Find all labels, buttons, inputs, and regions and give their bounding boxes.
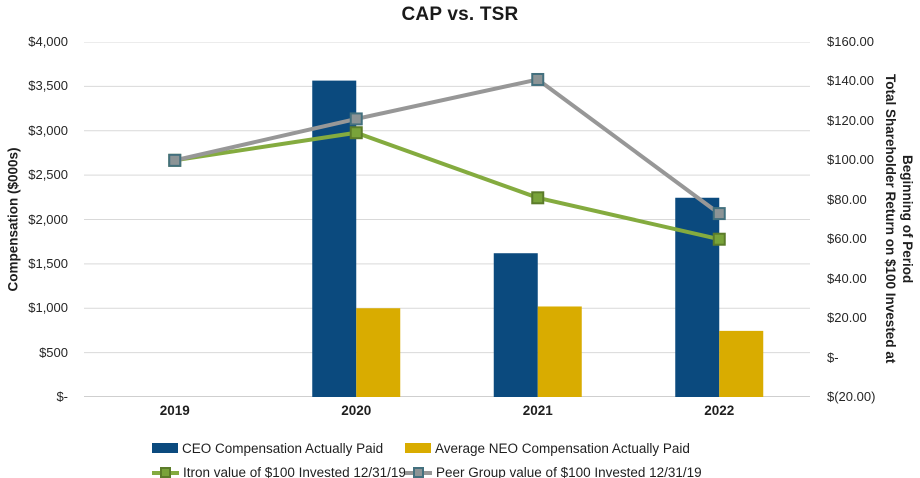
x-axis-label-2020: 2020 bbox=[341, 403, 372, 418]
legend-line-swatch-icon bbox=[405, 466, 432, 478]
right-axis-tick: $160.00 bbox=[827, 34, 874, 49]
left-axis-tick: $4,000 bbox=[28, 34, 68, 49]
chart-title: CAP vs. TSR bbox=[401, 4, 519, 25]
left-axis-tick: $2,000 bbox=[28, 211, 68, 227]
legend-marker-icon bbox=[413, 466, 424, 478]
legend-label: Itron value of $100 Invested 12/31/19 bbox=[183, 464, 406, 478]
right-axis-tick: $140.00 bbox=[827, 73, 874, 89]
marker-peer-2019 bbox=[168, 153, 182, 167]
bar-neo-2021 bbox=[537, 306, 582, 397]
legend-item-ceo: CEO Compensation Actually Paid bbox=[152, 441, 405, 456]
left-axis-tick: $3,000 bbox=[28, 122, 68, 138]
legend-bar-swatch-icon bbox=[405, 443, 431, 453]
legend-item-itron: Itron value of $100 Invested 12/31/19 bbox=[152, 464, 406, 478]
marker-itron-2022 bbox=[712, 232, 726, 246]
right-axis-tick: $100.00 bbox=[827, 152, 874, 168]
marker-peer-2022 bbox=[712, 207, 726, 221]
right-axis-ticks: $160.00 $140.00 $120.00 $100.00 $80.00 $60.00… bbox=[827, 34, 897, 404]
left-axis-tick: $- bbox=[56, 389, 68, 404]
legend: CEO Compensation Actually Paid Average NE… bbox=[152, 436, 702, 478]
legend-line-swatch-icon bbox=[152, 466, 179, 478]
marker-peer-2021 bbox=[531, 72, 545, 86]
bar-neo-2022 bbox=[719, 330, 764, 397]
right-axis-tick: $120.00 bbox=[827, 112, 874, 128]
left-axis-tick: $1,500 bbox=[28, 255, 68, 271]
right-axis-tick: $60.00 bbox=[827, 231, 867, 247]
bar-ceo-2022 bbox=[675, 197, 720, 397]
left-axis-tick: $2,500 bbox=[28, 167, 68, 183]
legend-label: Average NEO Compensation Actually Paid bbox=[435, 440, 690, 456]
right-axis-tick: $20.00 bbox=[827, 310, 867, 326]
marker-itron-2020 bbox=[349, 126, 363, 140]
right-axis-tick: $(20.00) bbox=[827, 389, 876, 404]
legend-label: Peer Group value of $100 Invested 12/31/… bbox=[436, 464, 702, 478]
left-axis-tick: $3,500 bbox=[28, 78, 68, 94]
right-axis-title-line2: Beginning of Period bbox=[900, 154, 915, 284]
right-axis-tick: $40.00 bbox=[827, 270, 867, 286]
left-axis-tick: $500 bbox=[39, 344, 68, 360]
legend-item-peer: Peer Group value of $100 Invested 12/31/… bbox=[405, 465, 702, 478]
marker-itron-2021 bbox=[531, 191, 545, 205]
legend-item-neo: Average NEO Compensation Actually Paid bbox=[405, 441, 702, 456]
bar-ceo-2021 bbox=[493, 253, 538, 397]
right-axis-title-line1: Total Shareholder Return on $100 Investe… bbox=[883, 74, 898, 364]
legend-bar-swatch-icon bbox=[152, 443, 178, 453]
line-itron bbox=[174, 130, 720, 242]
right-axis-title: Total Shareholder Return on $100 Investe… bbox=[882, 38, 918, 400]
x-axis-label-2019: 2019 bbox=[159, 403, 190, 418]
x-axis-labels: 2019 2020 2021 2022 bbox=[84, 403, 810, 421]
right-axis-tick: $- bbox=[827, 349, 839, 365]
plot-svg bbox=[84, 41, 810, 398]
legend-label: CEO Compensation Actually Paid bbox=[182, 440, 384, 456]
marker-peer-2020 bbox=[349, 112, 363, 126]
line-peer bbox=[174, 77, 721, 216]
bar-neo-2020 bbox=[356, 308, 401, 397]
x-axis-label-2021: 2021 bbox=[522, 403, 553, 418]
right-axis-tick: $80.00 bbox=[827, 191, 867, 207]
left-axis-tick: $1,000 bbox=[28, 300, 68, 316]
plot-area bbox=[84, 41, 810, 398]
legend-marker-icon bbox=[160, 466, 171, 478]
left-axis-ticks: $4,000 $3,500 $3,000 $2,500 $2,000 $1,500 $1,0… bbox=[0, 34, 68, 404]
x-axis-label-2022: 2022 bbox=[704, 403, 735, 418]
